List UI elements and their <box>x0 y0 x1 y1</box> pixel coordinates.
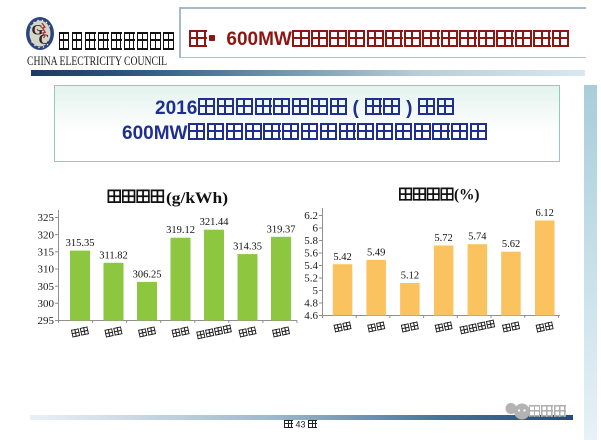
svg-text:6: 6 <box>313 223 319 235</box>
svg-text:314.35: 314.35 <box>233 242 262 253</box>
svg-text:319.37: 319.37 <box>267 224 296 235</box>
svg-text:5.2: 5.2 <box>304 273 318 285</box>
svg-text:5.74: 5.74 <box>468 232 487 243</box>
svg-text:295: 295 <box>38 315 55 327</box>
svg-text:5.8: 5.8 <box>304 235 318 247</box>
svg-text:5.72: 5.72 <box>434 233 452 244</box>
svg-text:306.25: 306.25 <box>133 269 162 280</box>
svg-text:C: C <box>39 32 50 48</box>
svg-text:319.12: 319.12 <box>166 225 195 236</box>
svg-text:4.6: 4.6 <box>304 310 318 322</box>
svg-text:321.44: 321.44 <box>200 217 230 228</box>
svg-text:315.35: 315.35 <box>66 238 95 249</box>
svg-text:315: 315 <box>38 246 55 258</box>
svg-text:5: 5 <box>313 285 319 297</box>
svg-text:5.62: 5.62 <box>502 239 520 250</box>
svg-text:325: 325 <box>38 212 55 224</box>
svg-text:311.82: 311.82 <box>99 250 128 261</box>
svg-text:320: 320 <box>38 229 55 241</box>
svg-text:5.12: 5.12 <box>401 271 419 282</box>
svg-text:5.6: 5.6 <box>304 248 318 260</box>
svg-text:300: 300 <box>38 298 55 310</box>
svg-text:5.4: 5.4 <box>304 260 318 272</box>
svg-text:310: 310 <box>38 264 55 276</box>
svg-text:5.49: 5.49 <box>367 247 385 258</box>
svg-text:305: 305 <box>38 281 55 293</box>
svg-text:5.42: 5.42 <box>333 252 351 263</box>
svg-text:6.12: 6.12 <box>536 208 554 219</box>
svg-text:(g/kWh): (g/kWh) <box>166 190 228 207</box>
svg-text:(%): (%) <box>454 187 480 204</box>
svg-text:6.2: 6.2 <box>304 210 318 222</box>
svg-text:4.8: 4.8 <box>304 298 318 310</box>
